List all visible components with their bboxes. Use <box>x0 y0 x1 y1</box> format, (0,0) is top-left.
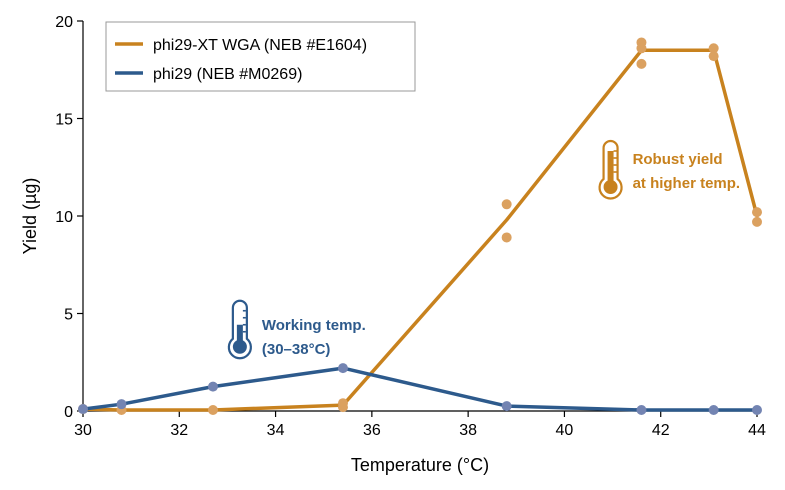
data-point <box>337 398 348 409</box>
data-point <box>752 216 762 227</box>
x-tick-label: 32 <box>170 422 188 439</box>
data-point <box>501 232 512 243</box>
annotation-text: Robust yield <box>633 151 723 168</box>
axes: 30 32 34 36 38 40 42 44 0 5 10 15 20 Temperature (°C)… <box>20 14 766 475</box>
series-layer <box>78 37 762 416</box>
series-2 <box>78 363 762 416</box>
data-point <box>636 405 647 416</box>
annotation-text: at higher temp. <box>633 175 741 192</box>
x-tick-label: 34 <box>267 422 285 439</box>
y-tick-label: 5 <box>64 307 73 324</box>
y-tick-label: 15 <box>55 112 73 129</box>
annotation-text: (30–38°C) <box>262 341 331 358</box>
data-point <box>636 58 647 69</box>
x-tick-label: 40 <box>556 422 574 439</box>
legend-box <box>105 21 416 92</box>
thermometer-high-icon <box>598 139 623 200</box>
thermometer-mercury <box>607 151 614 187</box>
data-point <box>708 43 719 54</box>
data-point <box>636 43 647 54</box>
data-point <box>337 363 348 374</box>
x-axis-title: Temperature (°C) <box>351 455 489 475</box>
x-tick-label: 42 <box>652 422 670 439</box>
data-point <box>752 207 762 218</box>
data-point <box>501 199 512 210</box>
data-point <box>207 381 218 392</box>
data-point <box>708 51 719 62</box>
data-point <box>78 404 88 415</box>
thermometer-mercury <box>236 324 243 347</box>
thermometer-low-icon <box>227 299 252 360</box>
y-axis-title: Yield (µg) <box>20 178 40 255</box>
x-tick-label: 36 <box>363 422 381 439</box>
y-tick-label: 0 <box>64 404 73 421</box>
data-point <box>207 405 218 416</box>
annotations-layer: Robust yield at higher temp. Working temp.… <box>227 139 741 360</box>
data-point <box>708 405 719 416</box>
x-tick-label: 38 <box>459 422 477 439</box>
series-line <box>81 48 759 412</box>
x-tick-label: 30 <box>74 422 92 439</box>
legend-label: phi29 (NEB #M0269) <box>153 66 302 83</box>
data-point <box>752 405 762 416</box>
series-line <box>81 366 759 412</box>
y-tick-label: 20 <box>55 14 73 31</box>
y-tick-label: 10 <box>55 209 73 226</box>
series-1 <box>78 37 762 416</box>
data-point <box>501 401 512 412</box>
legend: phi29-XT WGA (NEB #E1604) phi29 (NEB #M02… <box>105 21 416 92</box>
annotation-2: Working temp. (30–38°C) <box>227 299 366 360</box>
annotation-text: Working temp. <box>262 317 366 334</box>
x-tick-label: 44 <box>748 422 766 439</box>
legend-label: phi29-XT WGA (NEB #E1604) <box>153 37 367 54</box>
data-point <box>116 399 127 410</box>
annotation-1: Robust yield at higher temp. <box>598 139 741 200</box>
